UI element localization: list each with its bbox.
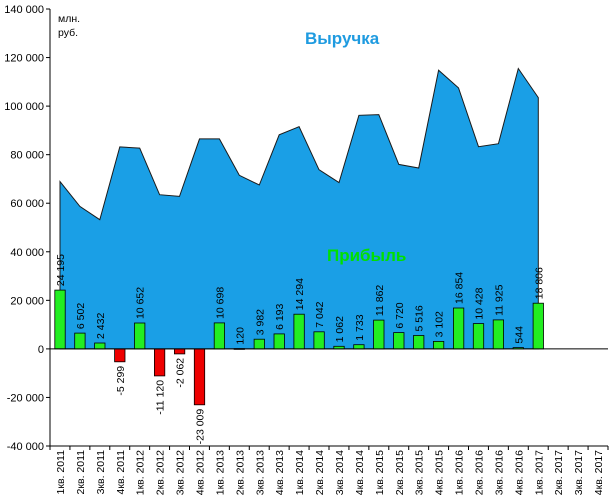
profit-bar	[413, 335, 425, 350]
profit-bar	[94, 342, 106, 350]
profit-data-label: 14 294	[294, 278, 306, 310]
x-tick-label: 3кв. 2017	[573, 450, 585, 495]
profit-bar	[213, 322, 225, 350]
y-tick-layer: -40 000 -20 000 0 20 000 40 000 60 000 80 000 1…	[4, 4, 50, 453]
y-tick-label: 40 000	[10, 247, 44, 259]
profit-data-label: 10 698	[214, 287, 226, 319]
y-tick-label: 0	[38, 344, 44, 356]
unit-label-line-2: руб.	[58, 27, 78, 39]
y-tick-label: -40 000	[7, 441, 44, 453]
profit-bar	[353, 344, 365, 350]
x-tick-label: 3кв. 2014	[334, 450, 346, 495]
profit-bar	[532, 302, 544, 350]
x-tick-label: 1кв. 2013	[214, 450, 226, 495]
x-tick-label: 1кв. 2012	[135, 450, 147, 495]
profit-data-label: 3 102	[434, 311, 446, 337]
revenue-area	[59, 67, 539, 350]
profit-bar	[432, 340, 445, 350]
y-tick-label: 80 000	[10, 150, 44, 162]
y-tick-label: 120 000	[4, 53, 44, 65]
profit-data-label: 11 925	[493, 284, 505, 315]
profit-annotation: Прибыль	[327, 246, 406, 265]
profit-data-label: -11 120	[155, 380, 167, 415]
profit-data-label: 6 502	[75, 303, 87, 329]
data-label-layer: 24 195 6 502 2 432 -5 299 10 652 -11 120 -2 06…	[55, 254, 545, 445]
profit-data-label: 11 862	[374, 285, 386, 316]
profit-data-label: 24 195	[55, 254, 67, 286]
profit-data-label: 6 193	[274, 303, 286, 329]
x-tick-label: 3кв. 2015	[414, 450, 426, 495]
y-tick-label: 140 000	[4, 4, 44, 16]
profit-bar-layer	[54, 289, 544, 406]
profit-bar	[54, 289, 66, 350]
profit-data-label: 10 428	[473, 287, 485, 319]
profit-data-label: -5 299	[115, 366, 127, 396]
profit-data-label: 10 652	[135, 287, 147, 319]
profit-data-label: -2 062	[174, 358, 186, 388]
profit-bar	[114, 348, 126, 363]
profit-bar	[134, 322, 146, 350]
profit-data-label: 544	[513, 326, 525, 344]
profit-data-label: 5 516	[414, 305, 426, 331]
x-tick-label: 3кв. 2013	[254, 450, 266, 495]
x-tick-label: 3кв. 2012	[175, 450, 187, 495]
x-tick-label: 4кв. 2012	[195, 450, 207, 495]
profit-bar	[153, 348, 166, 377]
profit-bar	[74, 332, 86, 350]
profit-bar	[253, 338, 265, 350]
y-tick-label: -20 000	[7, 392, 44, 404]
x-tick-label: 2кв. 2011	[75, 450, 87, 495]
x-tick-label: 1кв. 2017	[533, 450, 545, 495]
profit-data-label: -23 009	[195, 409, 207, 445]
unit-label-line-1: млн.	[58, 13, 80, 25]
x-tick-label: 4кв. 2016	[513, 450, 525, 495]
x-tick-layer: 1кв. 2011 2кв. 2011 3кв. 2011 4кв. 2011 1кв.…	[49, 446, 609, 495]
x-tick-label: 1кв. 2016	[454, 450, 466, 495]
x-tick-label: 1кв. 2015	[374, 450, 386, 495]
profit-bar	[492, 319, 505, 350]
profit-data-label: 7 042	[314, 301, 326, 327]
profit-data-label: 1 062	[334, 316, 346, 342]
profit-bar	[452, 307, 465, 350]
y-tick-label: 60 000	[10, 198, 44, 210]
profit-bar	[293, 313, 305, 350]
x-tick-label: 2кв. 2012	[155, 450, 167, 495]
profit-bar	[393, 332, 405, 350]
profit-data-label: 16 854	[453, 272, 465, 304]
profit-bar	[373, 319, 385, 350]
x-tick-label: 3кв. 2016	[493, 450, 505, 495]
profit-bar	[173, 348, 186, 355]
profit-data-label: 3 982	[254, 309, 266, 335]
x-tick-label: 1кв. 2014	[294, 450, 306, 495]
profit-data-label: 120	[234, 327, 246, 345]
x-tick-label: 1кв. 2011	[55, 450, 67, 495]
profit-data-label: 1 733	[354, 314, 366, 340]
profit-data-label: 18 806	[533, 267, 545, 299]
profit-bar	[273, 333, 285, 350]
x-tick-label: 2кв. 2013	[234, 450, 246, 495]
x-tick-label: 4кв. 2015	[434, 450, 446, 495]
x-tick-label: 2кв. 2016	[474, 450, 486, 495]
x-tick-label: 2кв. 2014	[314, 450, 326, 495]
y-tick-label: 20 000	[10, 295, 44, 307]
x-tick-label: 4кв. 2013	[274, 450, 286, 495]
x-tick-label: 2кв. 2015	[394, 450, 406, 495]
profit-bar	[472, 323, 485, 350]
x-tick-label: 4кв. 2011	[115, 450, 127, 495]
revenue-annotation: Выручка	[305, 29, 380, 48]
x-tick-label: 4кв. 2017	[593, 450, 605, 495]
x-tick-label: 4кв. 2014	[354, 450, 366, 495]
x-tick-label: 2кв. 2017	[553, 450, 565, 495]
x-tick-label: 3кв. 2011	[95, 450, 107, 495]
profit-data-label: 2 432	[95, 313, 107, 339]
profit-data-label: 6 720	[394, 302, 406, 328]
y-tick-label: 100 000	[4, 101, 44, 113]
revenue-area-layer	[59, 67, 539, 350]
profit-bar	[313, 331, 325, 350]
profit-bar	[193, 348, 206, 406]
